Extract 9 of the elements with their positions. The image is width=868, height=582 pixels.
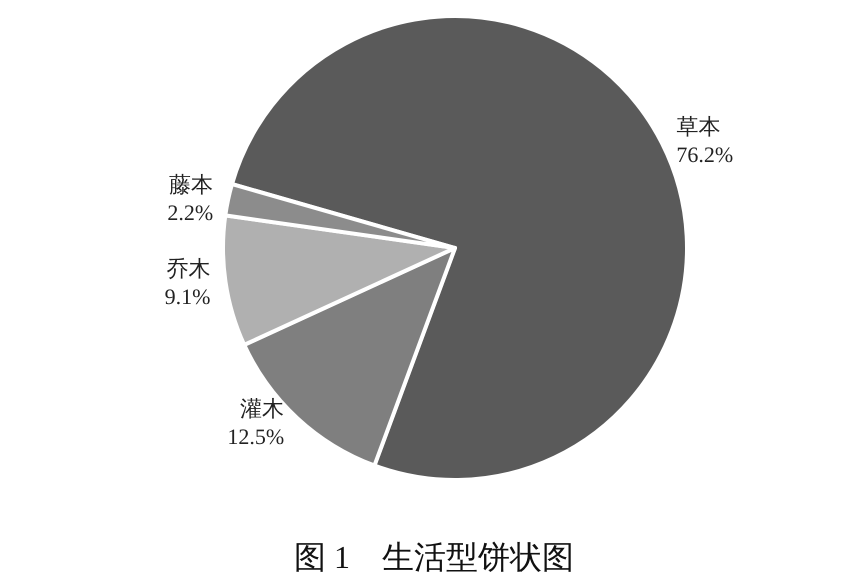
text: 图 1 生活型饼状图 (294, 539, 574, 575)
slice-label: 灌木 (240, 396, 284, 422)
slice-label: 乔木 (166, 256, 210, 281)
data-label: 76.2% (676, 142, 734, 168)
slice-label: 藤本 (169, 172, 214, 197)
data-label: 9.1% (164, 284, 210, 309)
data-label: 2.2% (167, 200, 214, 225)
data-label: 12.5% (227, 424, 284, 450)
slice-label: 草本 (676, 114, 720, 140)
